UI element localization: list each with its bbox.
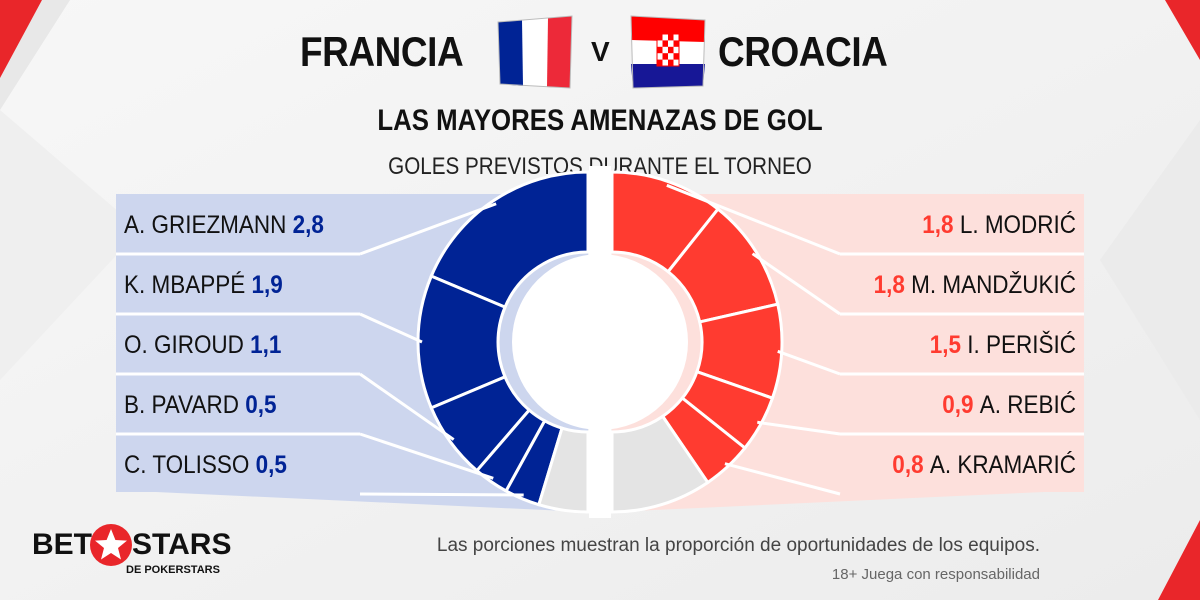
team-right-name: CROACIA	[718, 28, 888, 75]
croatia-flag-icon	[630, 15, 706, 89]
player-value: 0,5	[245, 391, 276, 419]
leader-line	[359, 312, 423, 344]
chart-footnote: Las porciones muestran la proporción de …	[436, 535, 1040, 556]
player-name: B. PAVARD	[124, 391, 239, 419]
corner-accent-top-right	[1165, 0, 1200, 60]
player-value: 2,8	[293, 211, 324, 239]
header: FRANCIA V CROACIA	[0, 0, 1200, 110]
france-slice-other	[536, 426, 590, 514]
croatia-player-1: 1,8 L. MODRIĆ	[922, 211, 1076, 239]
leader-line	[359, 372, 455, 441]
player-name: C. TOLISSO	[124, 451, 249, 479]
player-name: A. GRIEZMANN	[124, 211, 286, 239]
france-player-1: A. GRIEZMANN 2,8	[124, 211, 324, 239]
player-value: 0,9	[942, 391, 973, 419]
croatia-player-4: 0,9 A. REBIĆ	[942, 391, 1076, 419]
versus-label: V	[591, 36, 610, 67]
france-flag-icon	[497, 15, 573, 89]
france-player-2: K. MBAPPÉ 1,9	[124, 271, 283, 299]
leader-line	[666, 183, 841, 256]
donut-divider	[589, 166, 611, 518]
leader-line	[757, 420, 841, 436]
chart-title: LAS MAYORES AMENAZAS DE GOL	[377, 104, 823, 137]
corner-accent-top-left	[0, 0, 42, 78]
team-left-name: FRANCIA	[300, 28, 464, 75]
france-slice-1	[429, 170, 590, 310]
leader-line	[359, 202, 497, 256]
corner-accent-bottom-right	[1158, 520, 1200, 600]
star-icon	[90, 524, 132, 566]
croatia-player-2: 1,8 M. MANDŽUKIĆ	[874, 271, 1076, 299]
player-name: K. MBAPPÉ	[124, 271, 245, 299]
player-name: O. GIROUD	[124, 331, 244, 359]
player-value: 1,5	[930, 331, 961, 359]
player-name: M. MANDŽUKIĆ	[911, 271, 1076, 299]
leader-line	[724, 462, 841, 496]
player-value: 0,8	[892, 451, 923, 479]
player-value: 1,9	[251, 271, 282, 299]
croatia-player-3: 1,5 I. PERIŠIĆ	[930, 330, 1076, 359]
player-value: 1,8	[874, 271, 905, 299]
france-player-5: C. TOLISSO 0,5	[124, 451, 287, 479]
player-value: 1,8	[922, 211, 953, 239]
leader-line	[751, 252, 841, 316]
france-donut: A. GRIEZMANN 2,8 K. MBAPPÉ 1,9 O. GIROUD 1…	[116, 170, 590, 514]
player-name: A. KRAMARIĆ	[930, 451, 1076, 479]
logo-stars-text: STARS	[132, 528, 232, 561]
leader-line	[359, 492, 524, 497]
croatia-slice-other	[610, 414, 710, 514]
france-player-3: O. GIROUD 1,1	[124, 331, 281, 359]
player-name: L. MODRIĆ	[960, 211, 1076, 239]
player-value: 1,1	[250, 331, 281, 359]
leader-line	[359, 432, 494, 480]
player-name: I. PERIŠIĆ	[967, 330, 1076, 359]
betstars-logo: BET STARS DE POKERSTARS	[32, 522, 232, 582]
player-value: 0,5	[256, 451, 287, 479]
france-player-4: B. PAVARD 0,5	[124, 391, 276, 419]
player-name: A. REBIĆ	[980, 391, 1076, 419]
logo-bet-text: BET	[32, 528, 92, 561]
leader-line	[777, 349, 841, 376]
responsible-gambling-note: 18+ Juega con responsabilidad	[831, 566, 1040, 583]
logo-subtitle: DE POKERSTARS	[126, 564, 220, 576]
croatia-player-5: 0,8 A. KRAMARIĆ	[892, 451, 1076, 479]
